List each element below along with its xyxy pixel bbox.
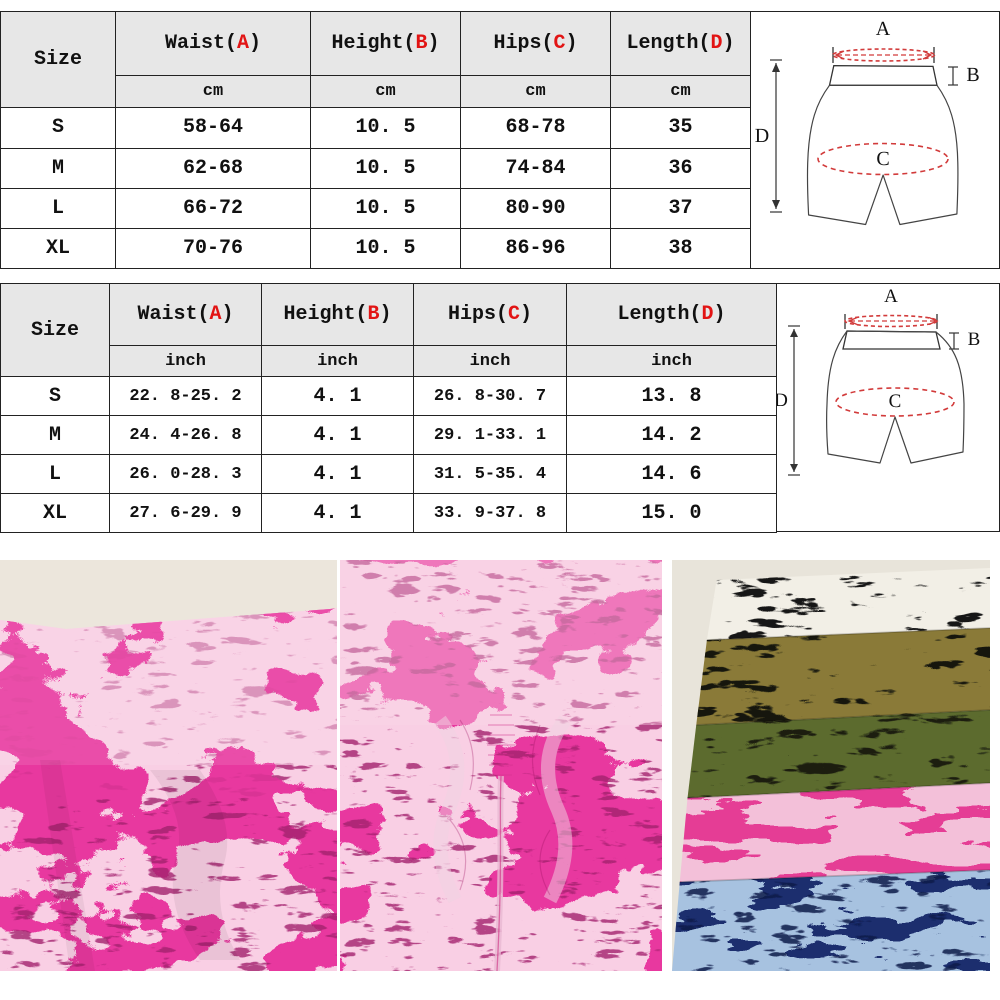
svg-text:B: B	[966, 64, 979, 86]
svg-text:D: D	[777, 390, 788, 411]
svg-text:A: A	[876, 18, 891, 40]
svg-text:A: A	[884, 286, 898, 307]
svg-text:B: B	[968, 329, 981, 350]
svg-text:C: C	[876, 148, 889, 170]
svg-text:D: D	[755, 125, 769, 147]
svg-text:C: C	[889, 391, 902, 412]
